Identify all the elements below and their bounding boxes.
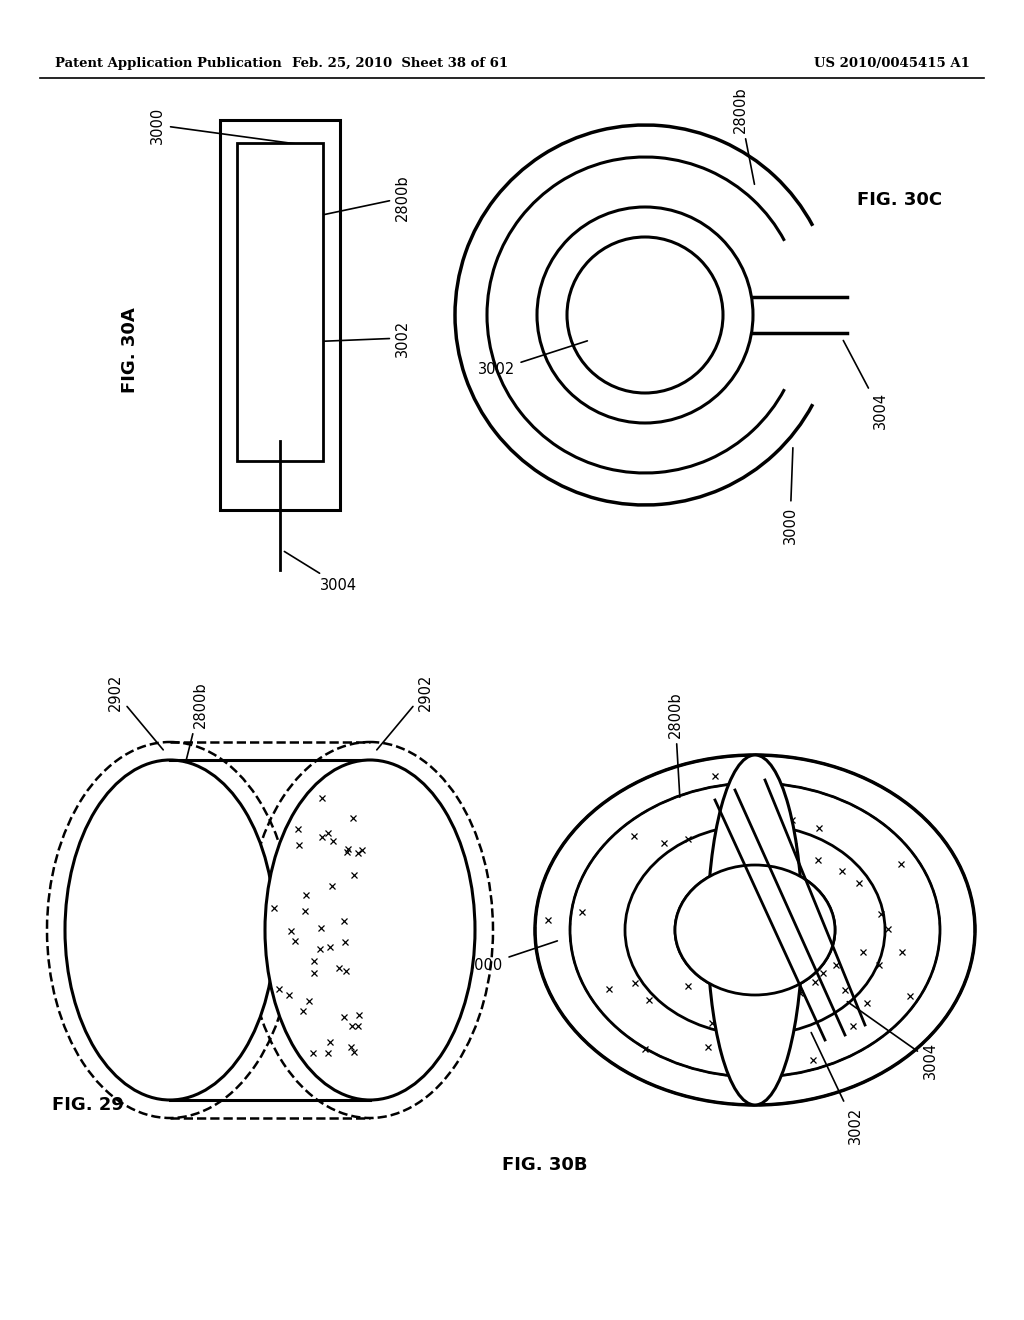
Ellipse shape — [675, 865, 835, 995]
Ellipse shape — [265, 760, 475, 1100]
Text: 3004: 3004 — [285, 552, 357, 593]
Ellipse shape — [708, 755, 803, 1105]
Text: US 2010/0045415 A1: US 2010/0045415 A1 — [814, 57, 970, 70]
Text: 3002: 3002 — [478, 341, 588, 378]
Ellipse shape — [675, 865, 835, 995]
Text: FIG. 29: FIG. 29 — [52, 1096, 124, 1114]
Text: 2800b: 2800b — [287, 174, 410, 223]
Bar — [237, 143, 323, 461]
Text: Patent Application Publication: Patent Application Publication — [55, 57, 282, 70]
Text: FIG. 30C: FIG. 30C — [857, 191, 942, 209]
Text: 3002: 3002 — [811, 1032, 862, 1143]
Text: Feb. 25, 2010  Sheet 38 of 61: Feb. 25, 2010 Sheet 38 of 61 — [292, 57, 508, 70]
Text: 3000: 3000 — [150, 107, 301, 145]
Text: 3004: 3004 — [847, 1002, 938, 1078]
Bar — [220, 120, 340, 510]
Text: 2800b: 2800b — [185, 681, 208, 763]
Text: 3000: 3000 — [466, 941, 557, 973]
Text: 2800b: 2800b — [668, 692, 683, 797]
Text: FIG. 30A: FIG. 30A — [121, 308, 139, 393]
Text: 3000: 3000 — [782, 447, 798, 544]
Text: 2902: 2902 — [108, 673, 163, 750]
Text: 2902: 2902 — [377, 673, 432, 750]
Text: FIG. 30B: FIG. 30B — [502, 1156, 588, 1173]
Ellipse shape — [65, 760, 275, 1100]
Text: 2800b: 2800b — [732, 87, 755, 185]
Text: 3004: 3004 — [844, 341, 888, 429]
Text: 3002: 3002 — [283, 319, 410, 356]
